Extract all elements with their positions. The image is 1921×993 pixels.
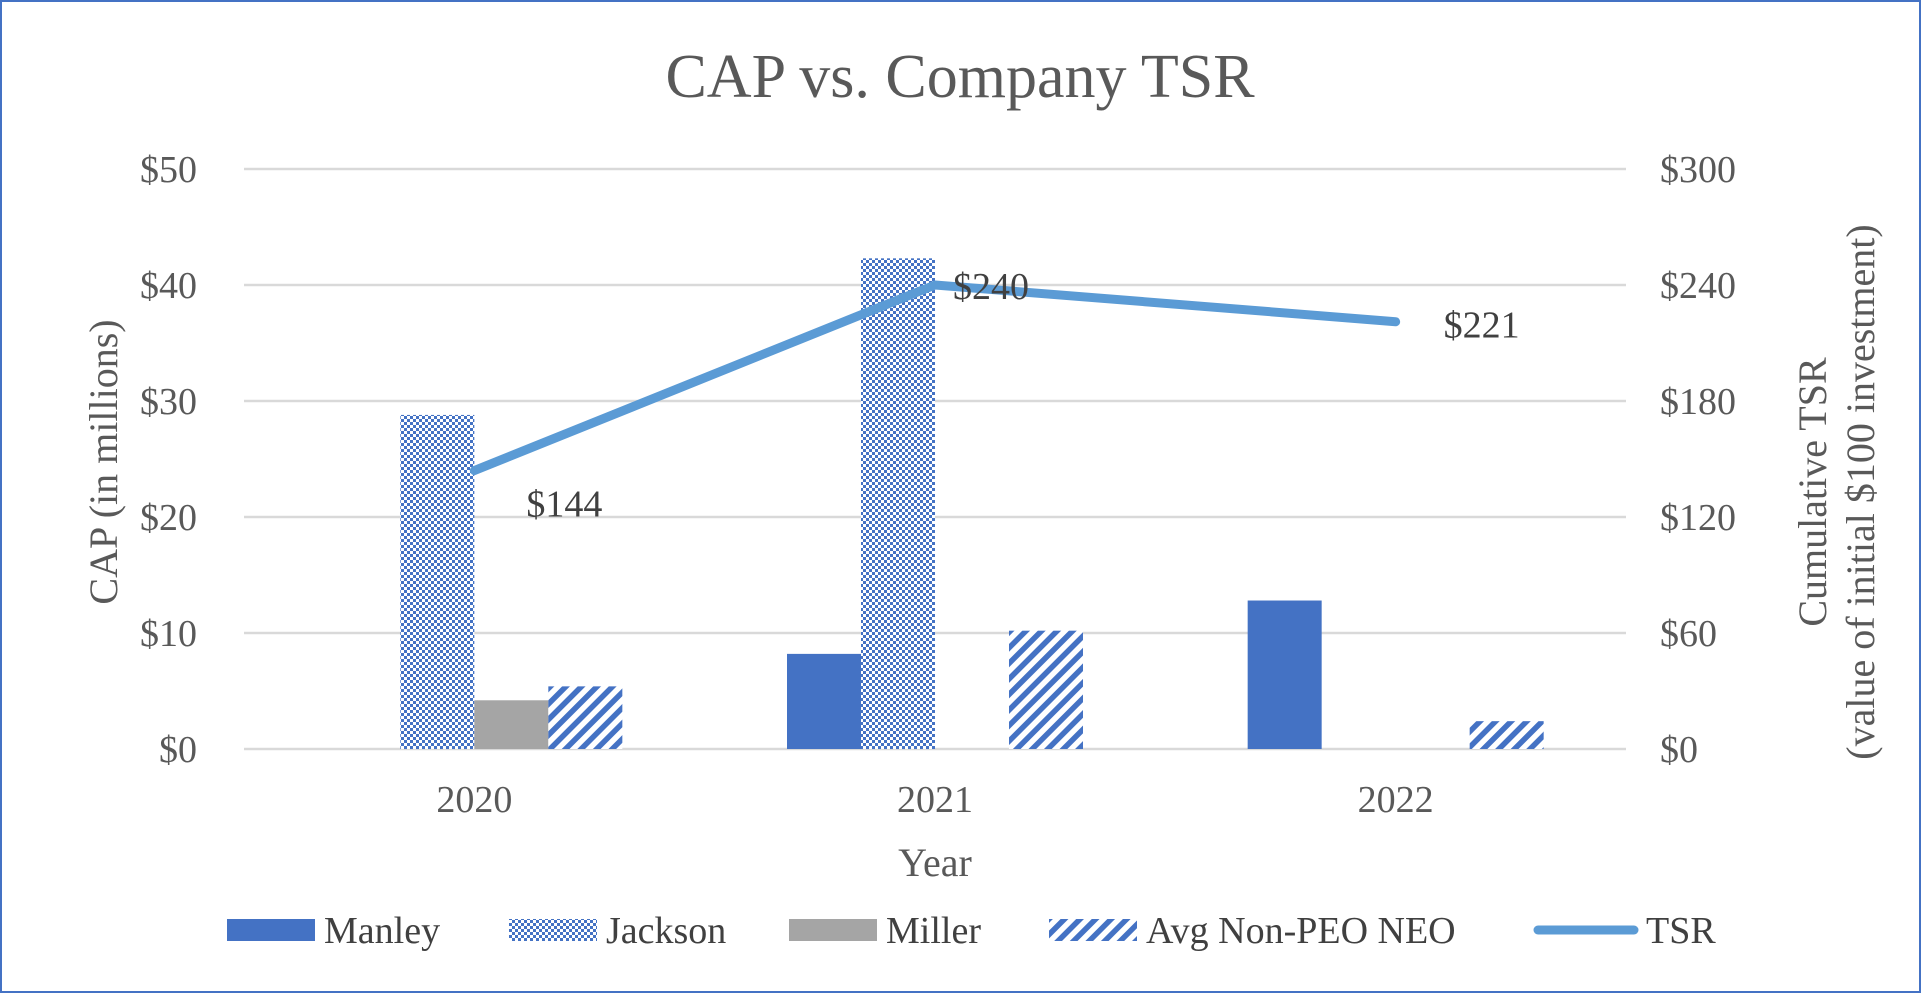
bar-manley-2022: [1247, 600, 1322, 749]
bar-jackson-2021: [861, 258, 935, 749]
legend-label-tsr: TSR: [1646, 910, 1716, 952]
y-tick-label: $40: [140, 265, 197, 307]
y2-axis-subtitle: (value of initial $100 investment): [1838, 224, 1883, 759]
y-tick-label: $0: [159, 729, 197, 771]
y2-tick-label: $0: [1660, 729, 1698, 771]
bars: [400, 258, 1544, 749]
y-axis-title: CAP (in millions): [81, 319, 126, 604]
y2-axis-title: Cumulative TSR: [1790, 357, 1835, 627]
legend-label-jackson: Jackson: [606, 910, 726, 952]
bar-avg-non-peo-neo-2022: [1469, 721, 1544, 749]
y-tick-label: $10: [140, 613, 197, 655]
x-tick-label: 2020: [436, 779, 512, 821]
y-tick-label: $20: [140, 497, 197, 539]
legend: Manley Jackson Miller Avg Non-PEO NEO TSR: [227, 910, 1716, 952]
tsr-data-label: $240: [953, 266, 1029, 308]
legend-label-manley: Manley: [324, 910, 440, 952]
y2-tick-label: $120: [1660, 497, 1736, 539]
bar-miller-2020: [474, 700, 549, 749]
legend-swatch-manley: [227, 919, 315, 941]
y-tick-label: $50: [140, 149, 197, 191]
tsr-line: [469, 280, 1401, 476]
tsr-line-layer: $144 $240 $221: [469, 266, 1520, 526]
legend-swatch-jackson: [509, 919, 597, 941]
chart-title: CAP vs. Company TSR: [665, 43, 1255, 111]
y-tick-label: $30: [140, 381, 197, 423]
tsr-data-label: $221: [1444, 305, 1520, 347]
y2-tick-label: $240: [1660, 265, 1736, 307]
x-axis-title: Year: [898, 840, 972, 885]
legend-label-miller: Miller: [886, 910, 981, 952]
x-tick-label: 2022: [1358, 779, 1434, 821]
x-tick-label: 2021: [897, 779, 973, 821]
y2-tick-label: $60: [1660, 613, 1717, 655]
legend-swatch-miller: [789, 919, 877, 941]
bar-jackson-2020: [400, 414, 475, 749]
axis-labels: $0 $10 $20 $30 $40 $50 $0 $60 $120 $180 $240 $300 20…: [140, 149, 1736, 821]
tsr-data-label: $144: [526, 484, 602, 526]
bar-avg-non-peo-neo-2020: [548, 686, 623, 749]
legend-swatch-avg-non-peo-neo: [1049, 919, 1137, 941]
bar-avg-non-peo-neo-2021: [1009, 630, 1083, 749]
y2-tick-label: $300: [1660, 149, 1736, 191]
y2-tick-label: $180: [1660, 381, 1736, 423]
bar-manley-2021: [787, 653, 861, 749]
legend-label-avg-non-peo-neo: Avg Non-PEO NEO: [1146, 910, 1456, 952]
